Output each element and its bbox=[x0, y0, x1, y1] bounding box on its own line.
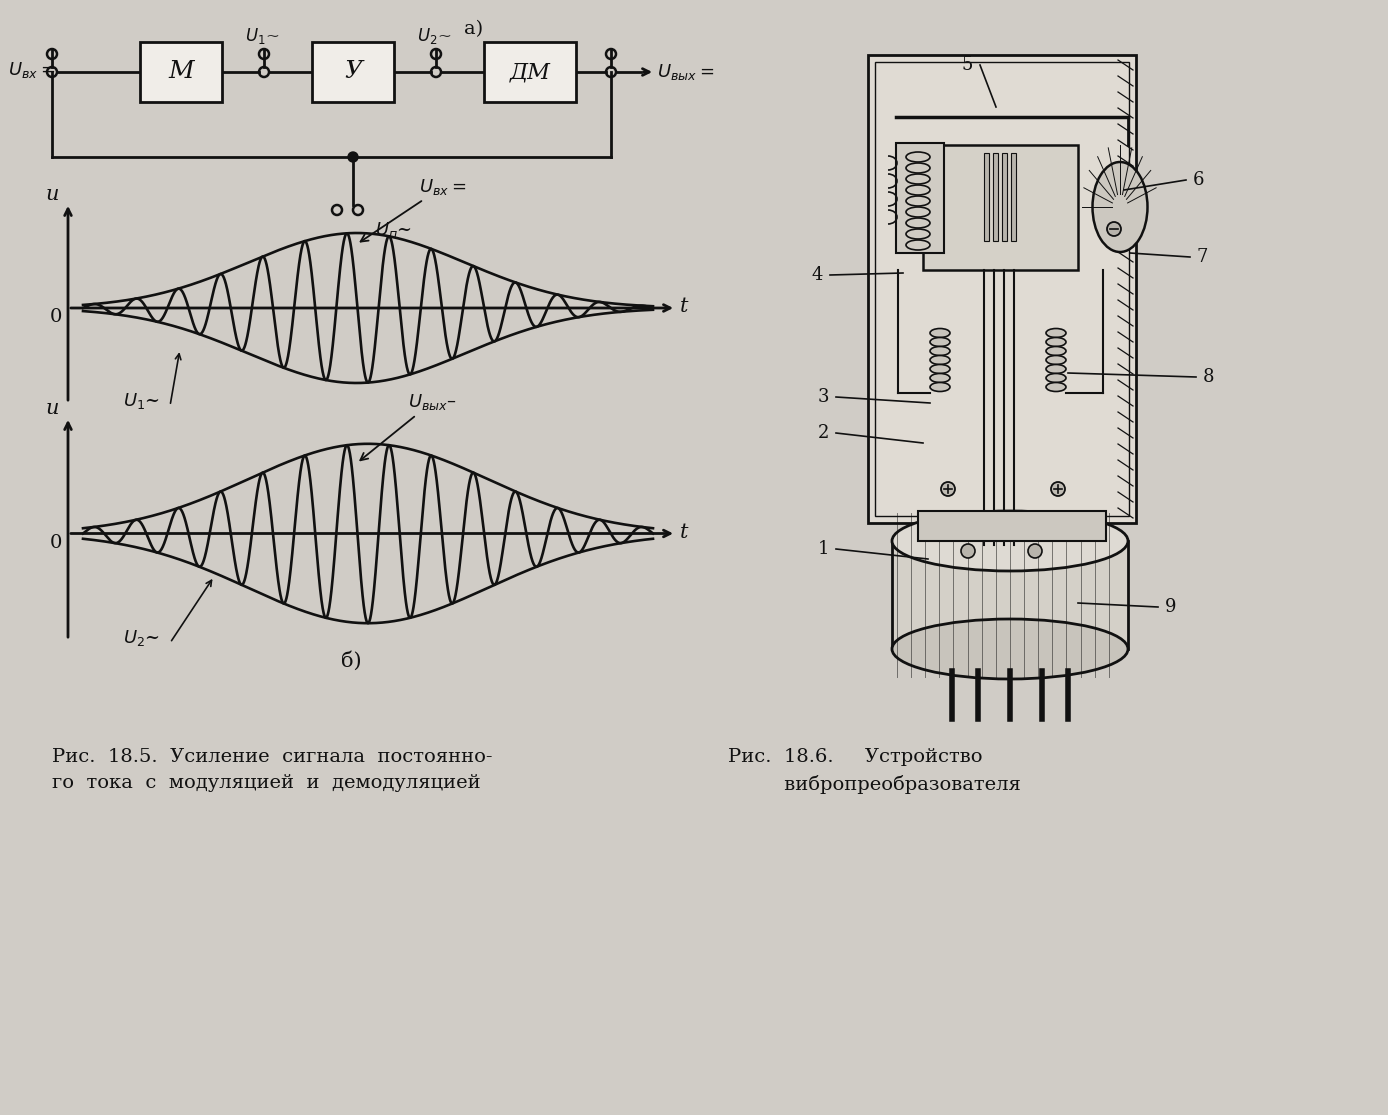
Text: $U_1$~: $U_1$~ bbox=[244, 26, 279, 46]
Text: $U_1$~: $U_1$~ bbox=[124, 391, 160, 411]
Ellipse shape bbox=[930, 356, 949, 365]
Ellipse shape bbox=[930, 382, 949, 391]
Ellipse shape bbox=[892, 619, 1128, 679]
Ellipse shape bbox=[1047, 374, 1066, 382]
Ellipse shape bbox=[1047, 382, 1066, 391]
Ellipse shape bbox=[1047, 347, 1066, 356]
Text: u: u bbox=[46, 399, 60, 418]
Text: 0: 0 bbox=[50, 533, 62, 552]
Ellipse shape bbox=[930, 338, 949, 347]
Text: $U_2$~: $U_2$~ bbox=[416, 26, 451, 46]
Bar bbox=[1002, 153, 1008, 241]
Text: 1: 1 bbox=[818, 540, 829, 558]
Text: а): а) bbox=[464, 20, 483, 38]
Bar bbox=[992, 153, 998, 241]
Bar bbox=[484, 42, 576, 101]
Circle shape bbox=[941, 482, 955, 496]
Ellipse shape bbox=[1047, 329, 1066, 338]
Text: 5: 5 bbox=[962, 56, 973, 74]
Text: t: t bbox=[680, 523, 688, 542]
Ellipse shape bbox=[930, 329, 949, 338]
Bar bbox=[917, 511, 1106, 541]
Bar bbox=[874, 62, 1128, 516]
Text: 3: 3 bbox=[818, 388, 829, 406]
Bar bbox=[140, 42, 222, 101]
Text: Рис.  18.6.     Устройство
         вибропреобразователя: Рис. 18.6. Устройство вибропреобразовате… bbox=[727, 748, 1022, 794]
Bar bbox=[868, 55, 1135, 523]
Ellipse shape bbox=[930, 365, 949, 374]
Bar bbox=[1010, 153, 1016, 241]
Text: 0: 0 bbox=[50, 308, 62, 326]
Text: ДМ: ДМ bbox=[509, 61, 551, 83]
Text: б): б) bbox=[340, 651, 361, 671]
Text: $U_{вых}=$: $U_{вых}=$ bbox=[657, 62, 715, 83]
Text: $U_{вх}=$: $U_{вх}=$ bbox=[8, 60, 56, 80]
Ellipse shape bbox=[1047, 356, 1066, 365]
Bar bbox=[984, 153, 990, 241]
Text: $U_{вх}=$: $U_{вх}=$ bbox=[361, 177, 466, 242]
Text: t: t bbox=[680, 297, 688, 316]
Bar bbox=[897, 143, 944, 253]
Circle shape bbox=[1108, 222, 1122, 236]
Text: У: У bbox=[344, 60, 362, 84]
Bar bbox=[923, 145, 1078, 270]
Circle shape bbox=[1029, 544, 1042, 558]
Bar bbox=[892, 541, 1128, 649]
Ellipse shape bbox=[930, 374, 949, 382]
Text: 2: 2 bbox=[818, 424, 829, 442]
Text: $U_2$~: $U_2$~ bbox=[124, 628, 160, 648]
Text: u: u bbox=[46, 185, 60, 204]
Circle shape bbox=[960, 544, 974, 558]
Bar bbox=[312, 42, 394, 101]
Text: 9: 9 bbox=[1165, 598, 1177, 615]
Ellipse shape bbox=[1047, 338, 1066, 347]
Ellipse shape bbox=[1047, 365, 1066, 374]
Ellipse shape bbox=[892, 511, 1128, 571]
Circle shape bbox=[1051, 482, 1065, 496]
Text: Рис.  18.5.  Усиление  сигнала  постоянно-
го  тока  с  модуляцией  и  демодуляц: Рис. 18.5. Усиление сигнала постоянно- г… bbox=[51, 748, 493, 793]
Text: 8: 8 bbox=[1203, 368, 1214, 386]
Text: 7: 7 bbox=[1196, 248, 1209, 266]
Text: 4: 4 bbox=[812, 266, 823, 284]
Text: $U_{вых}$–: $U_{вых}$– bbox=[361, 392, 457, 460]
Text: М: М bbox=[168, 60, 194, 84]
Text: 6: 6 bbox=[1194, 171, 1205, 190]
Ellipse shape bbox=[930, 347, 949, 356]
Ellipse shape bbox=[1092, 162, 1148, 252]
Text: $U_п$~: $U_п$~ bbox=[375, 220, 412, 240]
Circle shape bbox=[348, 152, 358, 162]
